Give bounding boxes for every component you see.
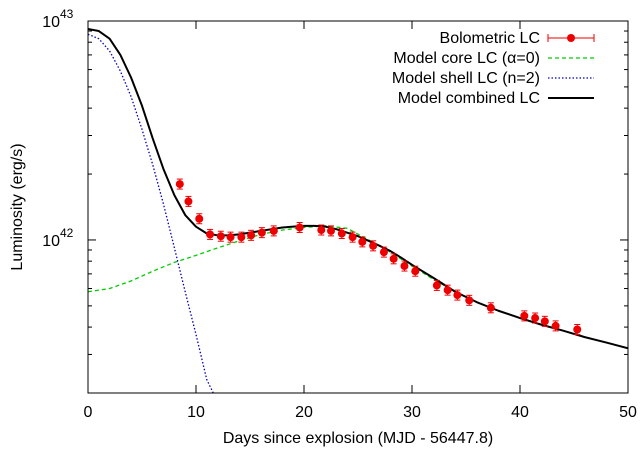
data-point: [540, 315, 549, 327]
data-point: [432, 279, 441, 291]
x-axis-title: Days since explosion (MJD - 56447.8): [223, 430, 493, 447]
data-point-marker: [400, 262, 409, 271]
data-point-marker: [237, 233, 246, 242]
data-point-marker: [226, 233, 235, 242]
data-point-marker: [551, 321, 560, 330]
data-point: [389, 253, 398, 265]
data-point-marker: [269, 226, 278, 235]
data-point-marker: [531, 314, 540, 323]
x-tick-label: 10: [187, 404, 205, 421]
data-point-marker: [175, 180, 184, 189]
legend-label: Model combined LC: [398, 90, 540, 107]
data-point: [358, 236, 367, 248]
data-point-marker: [337, 229, 346, 238]
data-point-marker: [443, 286, 452, 295]
data-point: [348, 231, 357, 243]
data-point: [379, 246, 388, 258]
data-point: [453, 289, 462, 301]
data-point: [237, 231, 246, 243]
data-point: [400, 260, 409, 272]
data-point-marker: [389, 254, 398, 263]
data-point: [551, 320, 560, 332]
data-point: [247, 229, 256, 241]
data-point-marker: [453, 291, 462, 300]
data-point-marker: [432, 281, 441, 290]
legend-label: Model core LC (α=0): [393, 50, 540, 67]
data-point-marker: [486, 303, 495, 312]
data-point-marker: [206, 230, 215, 239]
data-point-marker: [327, 226, 335, 235]
data-point: [486, 302, 495, 314]
data-point: [411, 265, 420, 277]
data-point: [269, 225, 278, 237]
series-line-model-combined-lc: [88, 27, 628, 350]
data-point-marker: [295, 223, 304, 232]
y-tick-label: 10: [42, 233, 60, 250]
data-point-marker: [358, 237, 367, 246]
data-point-marker: [369, 241, 378, 250]
data-point-marker: [247, 231, 256, 240]
data-point-marker: [573, 325, 582, 334]
x-tick-label: 40: [511, 404, 529, 421]
data-point: [216, 230, 225, 242]
data-point: [465, 294, 474, 306]
plot-frame: [87, 20, 629, 394]
data-point: [573, 323, 582, 335]
data-point-marker: [184, 197, 193, 206]
data-point: [195, 213, 204, 225]
y-axis-title: Luminosity (erg/s): [9, 143, 26, 270]
data-point-marker: [520, 311, 529, 320]
data-point-marker: [465, 296, 474, 305]
y-tick-base: 10: [42, 14, 60, 31]
legend-label: Bolometric LC: [440, 30, 540, 47]
data-point-marker: [540, 317, 549, 326]
data-point-marker: [348, 233, 357, 242]
data-point: [295, 221, 304, 233]
x-tick-label: 50: [619, 404, 637, 421]
data-point-marker: [257, 228, 266, 237]
data-point: [226, 231, 235, 243]
x-tick-label: 20: [295, 404, 313, 421]
x-tick-label: 30: [403, 404, 421, 421]
data-point: [317, 224, 326, 236]
data-point-marker: [216, 232, 225, 241]
y-tick-base: 10: [42, 233, 60, 250]
x-tick-label: 0: [84, 404, 93, 421]
data-point-marker: [195, 214, 204, 223]
data-point: [257, 227, 266, 239]
y-tick-exponent: 43: [60, 7, 74, 21]
data-point: [327, 225, 335, 237]
data-point: [337, 228, 346, 240]
data-point: [369, 240, 378, 252]
data-point: [520, 310, 529, 322]
data-point-marker: [317, 226, 326, 235]
data-point: [184, 195, 193, 207]
legend: Bolometric LC Model core LC (α=0) Model sh…: [392, 30, 595, 107]
data-point: [443, 284, 452, 296]
legend-swatch-marker: [567, 34, 575, 42]
data-point-marker: [411, 267, 420, 276]
y-tick-exponent: 42: [60, 226, 74, 240]
data-point: [531, 312, 540, 324]
data-point-marker: [379, 248, 388, 257]
data-point: [175, 178, 184, 190]
series-layer: [88, 27, 628, 393]
legend-label: Model shell LC (n=2): [392, 70, 540, 87]
data-point: [206, 228, 215, 240]
y-tick-label: 10: [42, 14, 60, 31]
